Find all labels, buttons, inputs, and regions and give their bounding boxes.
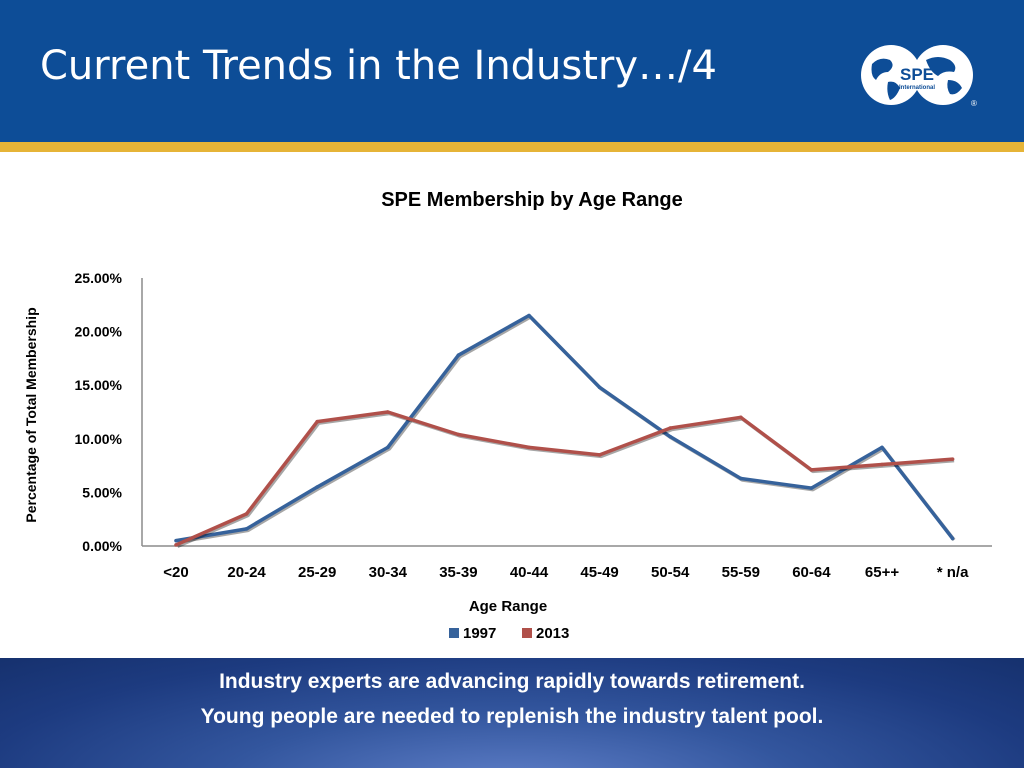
x-tick-label: 60-64 [792,564,831,581]
footer-message-line-1: Industry experts are advancing rapidly t… [219,670,805,693]
data-point-2013 [456,432,461,437]
x-tick-label: 45-49 [580,564,618,581]
y-axis-label: Percentage of Total Membership [23,307,39,522]
data-point-1997 [880,445,884,450]
x-tick-label: 65++ [865,564,899,581]
y-tick-label: 15.00% [75,377,123,393]
y-tick-label: 10.00% [75,431,123,447]
data-point-1997 [668,434,672,439]
x-tick-label: <20 [163,564,188,581]
y-tick-label: 0.00% [82,538,122,554]
x-tick-label: 30-34 [369,564,408,581]
y-tick-labels: 0.00% 5.00% 10.00% 15.00% 20.00% 25.00% [75,270,123,554]
data-point-1997 [174,538,178,543]
data-point-2013 [668,426,672,430]
line-chart: SPE Membership by Age Range Percentage o… [23,189,992,642]
slide-footer: Industry experts are advancing rapidly t… [0,658,1024,768]
y-tick-label: 20.00% [75,324,123,340]
chart-container: SPE Membership by Age Range Percentage o… [0,152,1024,658]
x-tick-label: 50-54 [651,564,690,581]
logo-registered: ® [971,99,977,108]
series-lines [174,313,956,549]
x-tick-labels: <20 20-24 25-29 30-34 35-39 40-44 45-49 50-54 55… [163,564,969,581]
legend-label-2013: 2013 [536,625,569,642]
y-tick-label: 25.00% [75,270,123,286]
spe-logo: SPE International ® [858,42,980,110]
data-point-1997 [809,486,814,490]
data-point-1997 [527,313,531,318]
data-point-1997 [456,353,461,357]
chart-title: SPE Membership by Age Range [381,189,683,211]
data-point-2013 [880,462,884,467]
data-point-2013 [809,468,814,472]
slide-title: Current Trends in the Industry…/4 [40,43,717,89]
data-point-1997 [739,476,743,481]
data-point-2013 [174,543,178,547]
legend-swatch-2013 [522,628,532,638]
x-tick-label: 40-44 [510,564,549,581]
chart-legend: 1997 2013 [449,625,569,642]
x-tick-label: * n/a [937,564,969,581]
accent-divider [0,142,1024,152]
x-tick-label: 25-29 [298,564,336,581]
legend-swatch-1997 [449,628,459,638]
data-point-1997 [950,536,955,541]
data-point-1997 [244,527,249,531]
series-line-2013 [175,410,953,547]
globe-icon: SPE International ® [861,45,977,108]
data-point-2013 [315,419,320,424]
data-point-2013 [386,410,390,414]
data-point-2013 [527,445,531,450]
logo-text: SPE [900,65,934,84]
series-shadow-2013 [176,411,955,549]
logo-subtext: International [899,85,935,91]
x-tick-label: 55-59 [722,564,760,581]
footer-message-line-2: Young people are needed to replenish the… [200,705,824,728]
slide-header: Current Trends in the Industry…/4 SPE In… [0,0,1024,142]
data-point-2013 [739,415,743,420]
legend-label-1997: 1997 [463,625,496,642]
x-axis-label: Age Range [469,598,547,615]
x-tick-label: 35-39 [439,564,477,581]
series-line-1997 [175,313,954,543]
data-point-2013 [950,457,955,461]
data-point-2013 [244,512,249,516]
data-point-1997 [315,485,320,489]
x-tick-label: 20-24 [227,564,266,581]
data-point-2013 [597,453,602,457]
data-point-1997 [386,445,390,450]
data-point-1997 [597,385,602,390]
y-tick-label: 5.00% [82,484,122,500]
